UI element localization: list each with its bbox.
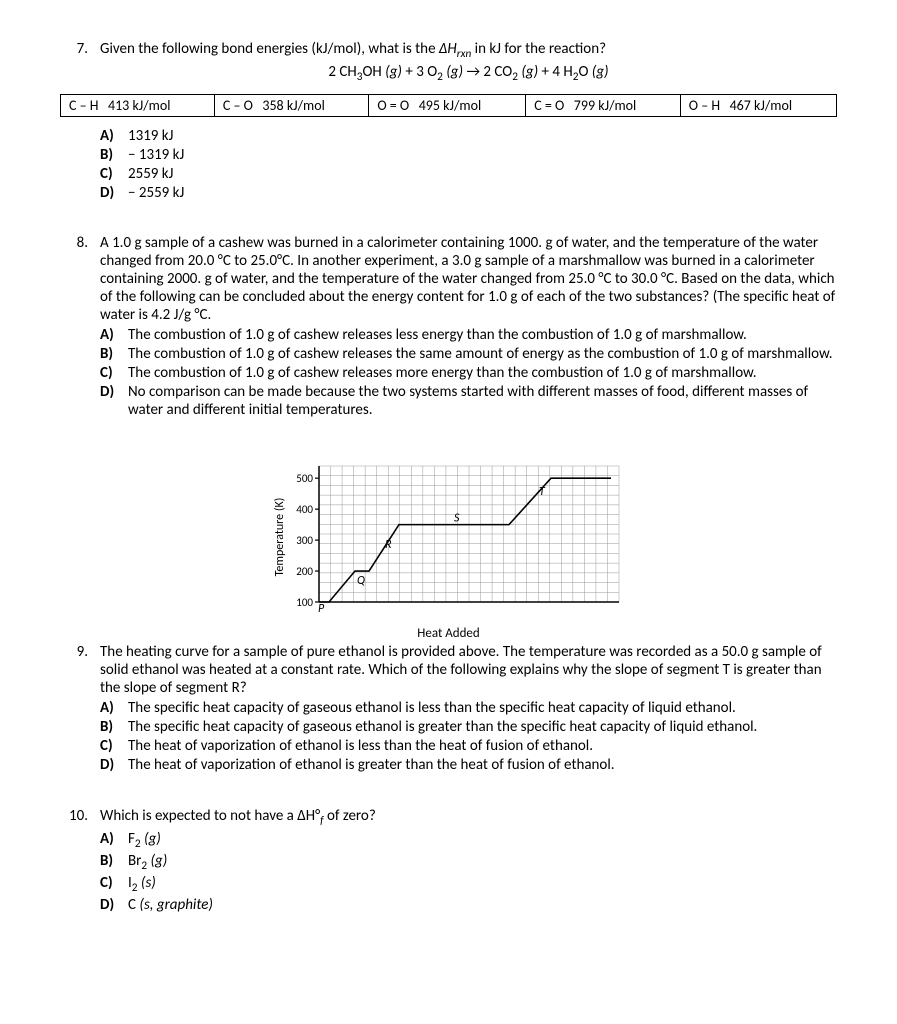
- option: B)− 1319 kJ: [100, 146, 837, 164]
- option-letter: D): [100, 896, 128, 914]
- option-letter: A): [100, 326, 128, 344]
- question-9: 100 200 300 400 500 Temperature (K) P Q R S T Heat…: [60, 452, 837, 775]
- chart-x-label: Heat Added: [60, 626, 837, 641]
- question-7: 7. Given the following bond energies (kJ…: [60, 40, 837, 202]
- option: A)1319 kJ: [100, 127, 837, 145]
- heating-curve-svg: 100 200 300 400 500 Temperature (K) P Q R S T: [269, 452, 629, 622]
- q8-options: A)The combustion of 1.0 g of cashew rele…: [100, 326, 837, 419]
- option-text: − 2559 kJ: [128, 184, 837, 202]
- q10-stem-row: 10. Which is expected to not have a ΔH°f…: [60, 807, 837, 915]
- option-letter: C): [100, 737, 128, 755]
- option-letter: C): [100, 364, 128, 382]
- option-text: The heat of vaporization of ethanol is g…: [128, 756, 837, 774]
- option: D)C (s, graphite): [100, 896, 837, 914]
- bond-energy-table: C – H 413 kJ/molC – O 358 kJ/molO = O 49…: [60, 94, 837, 117]
- q7-options: A)1319 kJB)− 1319 kJC)2559 kJD)− 2559 kJ: [100, 127, 837, 202]
- option-text: The combustion of 1.0 g of cashew releas…: [128, 345, 837, 363]
- option: D)The heat of vaporization of ethanol is…: [100, 756, 837, 774]
- q10-body: Which is expected to not have a ΔH°f of …: [100, 807, 837, 915]
- option-letter: C): [100, 165, 128, 183]
- option: B)The specific heat capacity of gaseous …: [100, 718, 837, 736]
- q8-body: A 1.0 g sample of a cashew was burned in…: [100, 234, 837, 420]
- option: B)The combustion of 1.0 g of cashew rele…: [100, 345, 837, 363]
- svg-text:R: R: [385, 538, 392, 552]
- q10-stem-text: Which is expected to not have a ΔH°f of …: [100, 807, 376, 825]
- option: B)Br2 (g): [100, 852, 837, 873]
- svg-text:200: 200: [296, 565, 313, 578]
- bond-cell: O – H 467 kJ/mol: [680, 95, 836, 117]
- option: A)The combustion of 1.0 g of cashew rele…: [100, 326, 837, 344]
- svg-text:300: 300: [296, 534, 313, 547]
- q8-number: 8.: [60, 234, 100, 420]
- bond-cell: C = O 799 kJ/mol: [526, 95, 681, 117]
- svg-text:P: P: [318, 602, 325, 616]
- option: A)F2 (g): [100, 830, 837, 851]
- option: C)The combustion of 1.0 g of cashew rele…: [100, 364, 837, 382]
- bond-cell: C – H 413 kJ/mol: [61, 95, 215, 117]
- option-letter: A): [100, 699, 128, 717]
- option: D)No comparison can be made because the …: [100, 383, 837, 419]
- q8-stem-row: 8. A 1.0 g sample of a cashew was burned…: [60, 234, 837, 420]
- q10-number: 10.: [60, 807, 100, 915]
- svg-text:Temperature (K): Temperature (K): [273, 498, 287, 577]
- option-letter: B): [100, 852, 128, 873]
- option-text: F2 (g): [128, 830, 837, 851]
- svg-text:S: S: [454, 512, 460, 526]
- option-letter: A): [100, 127, 128, 145]
- option-text: The combustion of 1.0 g of cashew releas…: [128, 326, 837, 344]
- q8-stem-text: A 1.0 g sample of a cashew was burned in…: [100, 234, 835, 324]
- option-letter: B): [100, 718, 128, 736]
- option-text: 1319 kJ: [128, 127, 837, 145]
- q7-number: 7.: [60, 40, 100, 90]
- svg-text:100: 100: [296, 596, 313, 609]
- option-text: The specific heat capacity of gaseous et…: [128, 718, 837, 736]
- option-letter: B): [100, 345, 128, 363]
- bond-cell: O = O 495 kJ/mol: [369, 95, 526, 117]
- option-letter: C): [100, 874, 128, 895]
- q9-options: A)The specific heat capacity of gaseous …: [100, 699, 837, 774]
- q10-options: A)F2 (g)B)Br2 (g)C)I2 (s)D)C (s, graphit…: [100, 830, 837, 914]
- option-letter: B): [100, 146, 128, 164]
- option-letter: A): [100, 830, 128, 851]
- option-text: No comparison can be made because the tw…: [128, 383, 837, 419]
- q7-body: Given the following bond energies (kJ/mo…: [100, 40, 837, 90]
- option: C)2559 kJ: [100, 165, 837, 183]
- option-text: I2 (s): [128, 874, 837, 895]
- option-text: The combustion of 1.0 g of cashew releas…: [128, 364, 837, 382]
- svg-text:500: 500: [296, 472, 313, 485]
- option-letter: D): [100, 756, 128, 774]
- option: C)I2 (s): [100, 874, 837, 895]
- q9-stem-text: The heating curve for a sample of pure e…: [100, 643, 822, 697]
- option: C)The heat of vaporization of ethanol is…: [100, 737, 837, 755]
- q9-body: The heating curve for a sample of pure e…: [100, 643, 837, 775]
- question-10: 10. Which is expected to not have a ΔH°f…: [60, 807, 837, 915]
- option-text: The specific heat capacity of gaseous et…: [128, 699, 837, 717]
- option-letter: D): [100, 184, 128, 202]
- question-8: 8. A 1.0 g sample of a cashew was burned…: [60, 234, 837, 420]
- q7-stem-row: 7. Given the following bond energies (kJ…: [60, 40, 837, 90]
- option-text: The heat of vaporization of ethanol is l…: [128, 737, 837, 755]
- q9-number: 9.: [60, 643, 100, 775]
- q7-equation: 2 CH3OH (g) + 3 O2 (g) → 2 CO2 (g) + 4 H…: [100, 63, 837, 84]
- heating-curve-chart: 100 200 300 400 500 Temperature (K) P Q R S T: [60, 452, 837, 622]
- option-text: 2559 kJ: [128, 165, 837, 183]
- svg-text:Q: Q: [357, 574, 365, 588]
- option-text: Br2 (g): [128, 852, 837, 873]
- q9-stem-row: 9. The heating curve for a sample of pur…: [60, 643, 837, 775]
- bond-cell: C – O 358 kJ/mol: [214, 95, 369, 117]
- option-letter: D): [100, 383, 128, 419]
- option-text: C (s, graphite): [128, 896, 837, 914]
- q7-stem-text: Given the following bond energies (kJ/mo…: [100, 40, 606, 58]
- option: A)The specific heat capacity of gaseous …: [100, 699, 837, 717]
- svg-text:T: T: [539, 485, 546, 499]
- svg-text:400: 400: [296, 503, 313, 516]
- option: D)− 2559 kJ: [100, 184, 837, 202]
- option-text: − 1319 kJ: [128, 146, 837, 164]
